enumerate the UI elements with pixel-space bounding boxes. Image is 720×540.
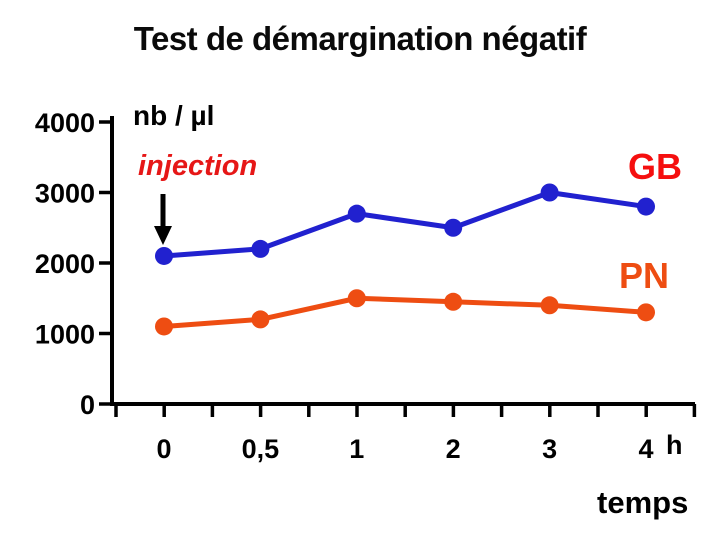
- data-point-gb: [155, 246, 173, 265]
- chart-title: Test de démargination négatif: [133, 20, 587, 57]
- injection-annotation-label: injection: [138, 150, 258, 182]
- series-line-gb: [161, 190, 649, 259]
- x-tick-label: 0: [156, 434, 171, 464]
- data-point-pn: [347, 289, 366, 308]
- data-point-gb: [540, 183, 559, 202]
- x-tick-label: 4: [638, 434, 653, 464]
- x-axis-unit-label: h: [666, 430, 683, 460]
- data-point-pn: [637, 303, 655, 322]
- data-point-gb: [637, 197, 655, 216]
- data-point-gb: [444, 218, 463, 237]
- y-tick-label: 2000: [35, 249, 95, 279]
- data-point-pn: [155, 317, 173, 336]
- data-point-pn: [540, 296, 559, 315]
- y-tick-label: 0: [80, 390, 95, 420]
- y-tick-label: 4000: [35, 108, 95, 138]
- x-axis-title: temps: [597, 485, 689, 520]
- x-tick-label: 2: [446, 434, 461, 464]
- injection-arrow-head: [154, 226, 172, 245]
- y-tick-label: 3000: [35, 179, 95, 209]
- series-line-pn: [161, 295, 649, 329]
- y-tick-label: 1000: [35, 320, 95, 350]
- data-point-gb: [251, 239, 270, 258]
- data-point-pn: [444, 292, 463, 311]
- y-axis-unit-label: nb / µl: [133, 100, 215, 131]
- series-label-pn: PN: [619, 255, 670, 296]
- data-point-gb: [347, 204, 366, 223]
- x-tick-label: 0,5: [242, 434, 280, 464]
- series-label-gb: GB: [628, 146, 682, 187]
- data-point-pn: [251, 310, 270, 329]
- x-tick-label: 1: [349, 434, 364, 464]
- x-tick-label: 3: [542, 434, 557, 464]
